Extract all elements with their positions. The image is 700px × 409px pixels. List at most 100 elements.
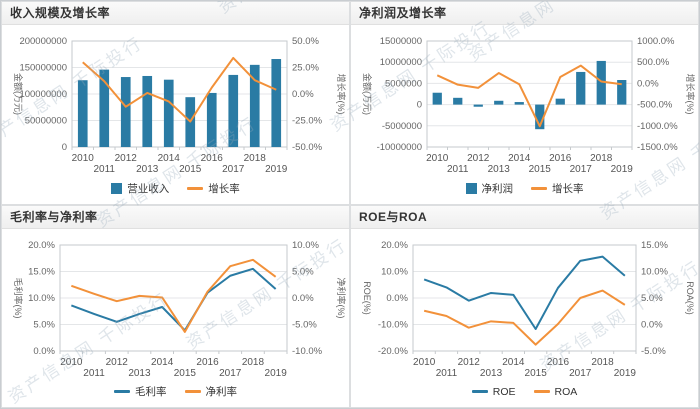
svg-text:0.0%: 0.0% bbox=[33, 346, 55, 357]
roe-roa-legend: ROE ROA bbox=[351, 383, 698, 401]
revenue-growth-chart-body: 200000000 150000000 100000000 50000000 0 50.0… bbox=[2, 25, 349, 197]
svg-text:2015: 2015 bbox=[529, 164, 552, 175]
svg-text:-500.0%: -500.0% bbox=[637, 100, 673, 111]
svg-text:ROA(%): ROA(%) bbox=[685, 281, 695, 315]
legend-item-净利率[interactable]: 净利率 bbox=[184, 384, 238, 399]
svg-text:5000000: 5000000 bbox=[385, 78, 422, 89]
svg-text:2015: 2015 bbox=[179, 164, 202, 175]
bar bbox=[514, 102, 524, 105]
svg-text:2019: 2019 bbox=[265, 164, 288, 175]
legend-item-ROA[interactable]: ROA bbox=[533, 385, 578, 398]
legend-label: ROA bbox=[554, 385, 578, 398]
legend-label: ROE bbox=[492, 385, 516, 398]
svg-text:2018: 2018 bbox=[242, 357, 265, 368]
svg-text:1000.0%: 1000.0% bbox=[637, 36, 675, 47]
svg-text:-10000000: -10000000 bbox=[377, 142, 422, 153]
svg-text:-10.0%: -10.0% bbox=[292, 346, 323, 357]
bar-series bbox=[432, 60, 627, 130]
bar bbox=[206, 92, 217, 147]
svg-text:2014: 2014 bbox=[502, 357, 525, 368]
svg-text:2016: 2016 bbox=[201, 153, 224, 164]
svg-text:2012: 2012 bbox=[458, 357, 481, 368]
roe-roa-chart: 20.0% 10.0% 0.0% -10.0% -20.0% 15.0% 10.0% 5.0%… bbox=[362, 240, 695, 379]
bar bbox=[617, 80, 627, 105]
bar bbox=[271, 59, 282, 147]
svg-text:2017: 2017 bbox=[222, 164, 245, 175]
legend-item-净利润[interactable]: 净利润 bbox=[465, 181, 513, 196]
svg-text:50000000: 50000000 bbox=[25, 116, 67, 127]
legend-item-营业收入[interactable]: 营业收入 bbox=[111, 181, 169, 196]
line-series bbox=[423, 289, 626, 346]
legend-label: 净利率 bbox=[205, 386, 238, 398]
svg-text:2016: 2016 bbox=[196, 357, 219, 368]
svg-text:2018: 2018 bbox=[591, 357, 614, 368]
svg-text:金额(万元): 金额(万元) bbox=[362, 73, 373, 115]
legend-line-swatch bbox=[471, 390, 488, 393]
svg-text:2013: 2013 bbox=[480, 368, 503, 379]
legend-bar-swatch bbox=[465, 182, 477, 194]
bar bbox=[473, 104, 483, 107]
svg-text:50.0%: 50.0% bbox=[292, 36, 319, 47]
axis-tick-labels: 20.0% 10.0% 0.0% -10.0% -20.0% 15.0% 10.0% 5.0%… bbox=[378, 240, 669, 357]
svg-text:2019: 2019 bbox=[614, 368, 637, 379]
svg-text:ROE(%): ROE(%) bbox=[362, 281, 372, 315]
bar bbox=[249, 64, 260, 147]
svg-text:-5.0%: -5.0% bbox=[292, 319, 317, 330]
svg-text:2014: 2014 bbox=[158, 153, 181, 164]
svg-text:20.0%: 20.0% bbox=[381, 240, 408, 251]
panel-netprofit-growth: 净利润及增长率 15000000 10000000 5000000 0 -5000000… bbox=[350, 1, 699, 205]
svg-text:10.0%: 10.0% bbox=[292, 240, 319, 251]
svg-text:0: 0 bbox=[417, 100, 422, 111]
legend-item-增长率[interactable]: 增长率 bbox=[187, 181, 240, 196]
revenue-growth-chart: 200000000 150000000 100000000 50000000 0 50.0… bbox=[13, 36, 347, 175]
legend-line-swatch bbox=[184, 390, 201, 393]
svg-text:2010: 2010 bbox=[413, 357, 436, 368]
legend-item-ROE[interactable]: ROE bbox=[471, 385, 516, 398]
svg-text:0: 0 bbox=[62, 142, 67, 153]
panel-title-netprofit-growth: 净利润及增长率 bbox=[351, 2, 698, 25]
svg-text:2013: 2013 bbox=[488, 164, 511, 175]
svg-text:-1500.0%: -1500.0% bbox=[637, 142, 678, 153]
bar bbox=[576, 71, 586, 105]
svg-text:金额(万元): 金额(万元) bbox=[13, 73, 24, 115]
svg-text:-25.0%: -25.0% bbox=[292, 116, 323, 127]
plot-frame bbox=[59, 244, 288, 354]
svg-text:0.0%: 0.0% bbox=[386, 293, 408, 304]
panel-margins: 毛利率与净利率 20.0% 15.0% 10.0% 5.0% 0.0% 10.0% 5.0%… bbox=[1, 204, 350, 408]
svg-text:2011: 2011 bbox=[93, 164, 115, 175]
svg-text:15.0%: 15.0% bbox=[641, 240, 668, 251]
legend-item-毛利率[interactable]: 毛利率 bbox=[114, 384, 167, 399]
legend-label: 营业收入 bbox=[127, 182, 170, 195]
bar bbox=[142, 75, 153, 147]
margins-chart-body: 20.0% 15.0% 10.0% 5.0% 0.0% 10.0% 5.0% 0.0% -5.0… bbox=[2, 229, 349, 401]
axis-titles: 金额(万元) 增长率(%) bbox=[362, 73, 696, 115]
bar bbox=[77, 80, 88, 147]
svg-text:0.0%: 0.0% bbox=[292, 293, 314, 304]
svg-text:2016: 2016 bbox=[547, 357, 570, 368]
line-series bbox=[71, 267, 277, 331]
panel-title-margins: 毛利率与净利率 bbox=[2, 205, 349, 229]
svg-text:150000000: 150000000 bbox=[19, 63, 67, 74]
legend-bar-swatch bbox=[111, 182, 123, 194]
svg-text:500.0%: 500.0% bbox=[637, 57, 670, 68]
plot-frame bbox=[71, 40, 288, 150]
svg-text:10.0%: 10.0% bbox=[381, 266, 408, 277]
panel-roe-roa: ROE与ROA 20.0% 10.0% 0.0% -10.0% -20.0% 15.0% 1… bbox=[350, 204, 699, 408]
legend-item-增长率[interactable]: 增长率 bbox=[531, 181, 584, 196]
netprofit-growth-chart: 15000000 10000000 5000000 0 -5000000 -1000000… bbox=[362, 36, 696, 175]
legend-line-swatch bbox=[187, 186, 204, 190]
margins-legend: 毛利率 净利率 bbox=[2, 383, 349, 401]
svg-text:毛利率(%): 毛利率(%) bbox=[13, 277, 24, 318]
svg-text:2018: 2018 bbox=[244, 153, 267, 164]
bar bbox=[555, 98, 565, 105]
svg-text:2010: 2010 bbox=[426, 153, 449, 164]
axis-titles: 毛利率(%) 净利率(%) bbox=[13, 277, 347, 318]
bar bbox=[120, 77, 131, 147]
svg-text:净利率(%): 净利率(%) bbox=[336, 277, 347, 318]
svg-text:2013: 2013 bbox=[128, 368, 151, 379]
panel-title-roe-roa: ROE与ROA bbox=[351, 205, 698, 229]
svg-text:2017: 2017 bbox=[569, 368, 592, 379]
svg-text:200000000: 200000000 bbox=[19, 36, 67, 47]
